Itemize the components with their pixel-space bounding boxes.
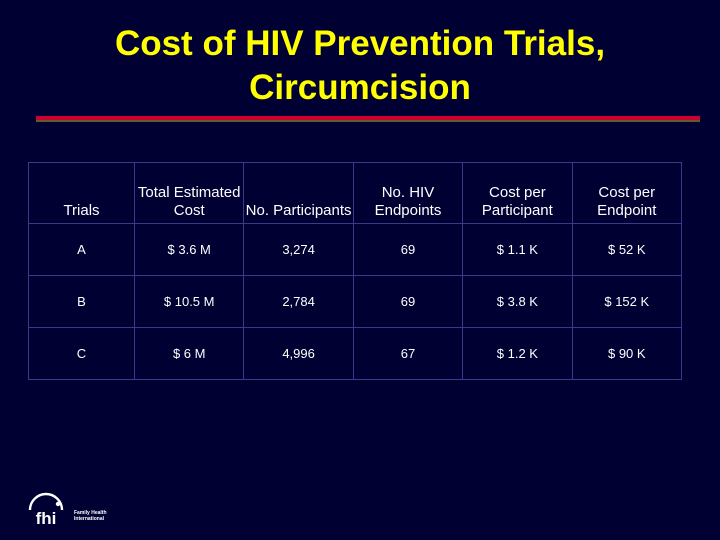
table-cell: 69 — [352, 223, 464, 276]
fhi-logo-icon: fhi — [28, 492, 64, 526]
header-no-participants: No. Participants — [243, 162, 354, 224]
table-cell: $ 10.5 M — [133, 275, 245, 328]
fhi-logo-line-1: Family Health — [74, 510, 107, 516]
table-row: B $ 10.5 M 2,784 69 $ 3.8 K $ 152 K — [28, 275, 683, 328]
table-cell: 2,784 — [243, 275, 354, 328]
table-cell: B — [28, 275, 135, 328]
table-cell: 67 — [352, 327, 464, 380]
title-divider-shadow — [36, 120, 700, 122]
header-total-estimated-cost: Total Estimated Cost — [133, 162, 245, 224]
table-cell: $ 90 K — [571, 327, 683, 380]
fhi-logo-line-2: International — [74, 516, 105, 522]
header-cost-per-participant: Cost per Participant — [462, 162, 573, 224]
table-cell: $ 3.8 K — [462, 275, 573, 328]
title-divider — [36, 116, 700, 120]
table-cell: 69 — [352, 275, 464, 328]
slide-title-line-2: Circumcision — [249, 68, 471, 107]
table-cell: $ 3.6 M — [133, 223, 245, 276]
table-cell: 3,274 — [243, 223, 354, 276]
slide-title: Cost of HIV Prevention Trials, Circumcis… — [0, 22, 720, 110]
fhi-logo-text: Family Health International — [74, 510, 107, 522]
table-row: C $ 6 M 4,996 67 $ 1.2 K $ 90 K — [28, 327, 683, 380]
table-cell: C — [28, 327, 135, 380]
header-trials: Trials — [28, 162, 135, 224]
table-cell: $ 52 K — [571, 223, 683, 276]
header-cost-per-endpoint: Cost per Endpoint — [571, 162, 683, 224]
fhi-logo-mark: fhi — [36, 509, 57, 526]
table-cell: 4,996 — [243, 327, 354, 380]
header-no-hiv-endpoints: No. HIV Endpoints — [352, 162, 464, 224]
table-cell: $ 1.2 K — [462, 327, 573, 380]
table-cell: $ 152 K — [571, 275, 683, 328]
table-cell: A — [28, 223, 135, 276]
table-row: A $ 3.6 M 3,274 69 $ 1.1 K $ 52 K — [28, 223, 683, 276]
slide-title-line-1: Cost of HIV Prevention Trials, — [114, 24, 606, 63]
table-cell: $ 1.1 K — [462, 223, 573, 276]
table-cell: $ 6 M — [133, 327, 245, 380]
table-header-row: Trials Total Estimated Cost No. Particip… — [28, 162, 683, 224]
fhi-logo: fhi Family Health International — [20, 492, 107, 526]
cost-table: Trials Total Estimated Cost No. Particip… — [28, 162, 683, 380]
